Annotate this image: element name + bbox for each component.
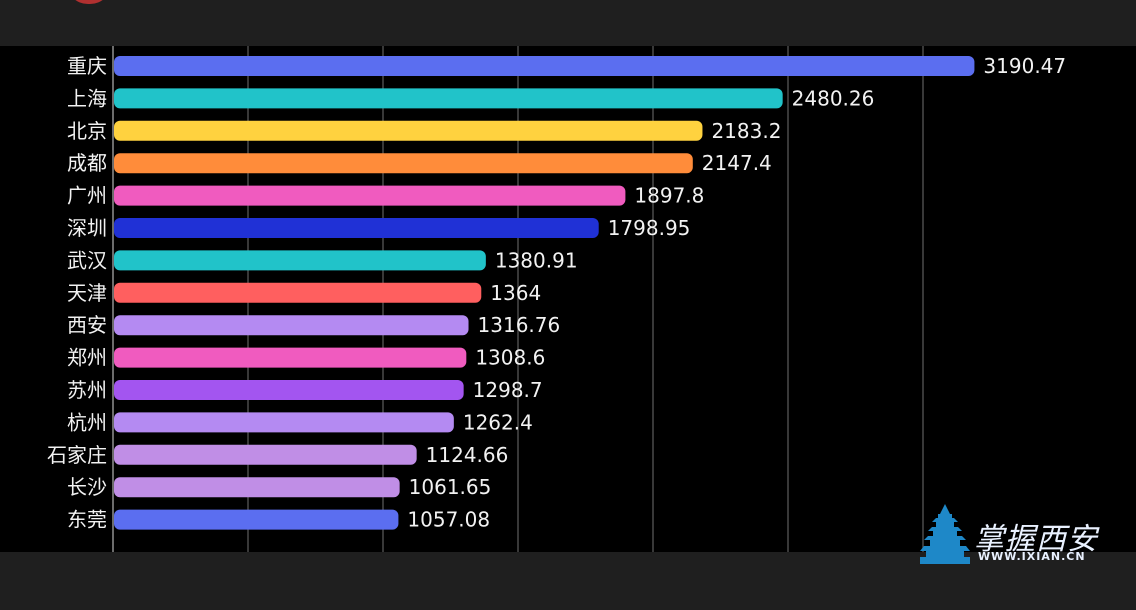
bar (114, 56, 975, 76)
pagoda-logo-icon (920, 504, 970, 564)
value-label: 1380.91 (495, 248, 578, 272)
value-label: 2183.2 (711, 119, 781, 143)
value-label: 1308.6 (475, 346, 545, 370)
bar (114, 347, 467, 368)
category-label: 武汉 (67, 248, 107, 272)
value-label: 1298.7 (473, 378, 543, 402)
bar (114, 153, 693, 174)
bar (114, 315, 469, 336)
category-label: 天津 (67, 281, 107, 305)
top-band (0, 0, 1136, 46)
value-label: 1798.95 (608, 216, 691, 240)
category-label: 郑州 (67, 346, 107, 370)
value-label: 2480.26 (792, 86, 875, 110)
value-label: 1061.65 (409, 475, 492, 499)
category-label: 广州 (67, 184, 107, 208)
bar (114, 444, 417, 465)
value-label: 1057.08 (407, 508, 490, 532)
category-label: 北京 (67, 119, 107, 143)
value-label: 1124.66 (426, 443, 509, 467)
category-label: 西安 (67, 313, 107, 337)
category-label: 杭州 (67, 410, 107, 434)
value-label: 2147.4 (702, 151, 772, 175)
watermark-url: WWW.IXIAN.CN (978, 550, 1086, 563)
bar (114, 380, 464, 400)
bar-chart: 重庆 3190.47 上海 2480.26 北京 2183.2 成都 2147.4 广州 1897… (47, 46, 1066, 552)
category-label: 石家庄 (47, 443, 107, 467)
category-label: 深圳 (67, 216, 107, 240)
chart-area: 重庆 3190.47 上海 2480.26 北京 2183.2 成都 2147.4 广州 1897… (0, 46, 1136, 552)
bar (114, 509, 399, 530)
watermark-text: 掌握西安 (974, 522, 1098, 557)
bar (114, 185, 626, 206)
bar (114, 412, 454, 433)
category-label: 长沙 (67, 475, 107, 499)
category-label: 上海 (67, 86, 107, 110)
watermark: 掌握西安 WWW.IXIAN.CN (916, 500, 1116, 572)
bar (114, 218, 599, 238)
category-label: 苏州 (67, 378, 107, 402)
avatar (66, 0, 112, 4)
value-label: 1364 (490, 281, 541, 305)
bar (114, 477, 400, 498)
bar (114, 120, 703, 141)
bar (114, 282, 482, 303)
value-label: 1262.4 (463, 410, 533, 434)
category-label: 重庆 (67, 54, 107, 78)
category-label: 东莞 (67, 508, 107, 532)
category-label: 成都 (67, 151, 107, 175)
value-label: 1897.8 (634, 184, 704, 208)
value-label: 3190.47 (983, 54, 1066, 78)
bar (114, 250, 486, 271)
value-label: 1316.76 (478, 313, 561, 337)
bar (114, 88, 783, 109)
